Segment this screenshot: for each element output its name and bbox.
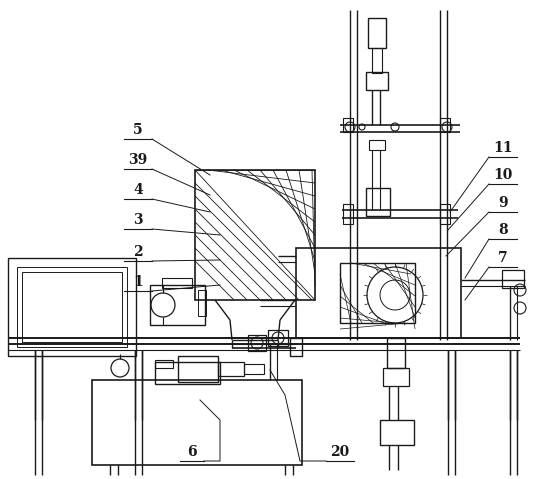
Bar xyxy=(155,360,173,368)
Text: 1: 1 xyxy=(133,275,143,289)
Bar xyxy=(244,364,264,374)
Bar xyxy=(268,330,288,346)
Text: 3: 3 xyxy=(133,213,143,227)
Bar xyxy=(195,170,315,300)
Bar xyxy=(22,272,122,342)
Text: 4: 4 xyxy=(133,183,143,197)
Bar xyxy=(92,380,302,465)
Text: 5: 5 xyxy=(133,123,143,137)
Bar xyxy=(198,290,206,316)
Bar xyxy=(369,140,385,150)
Bar xyxy=(343,118,353,132)
Bar xyxy=(366,188,390,216)
Bar xyxy=(366,72,388,90)
Text: 6: 6 xyxy=(187,445,197,459)
Bar xyxy=(178,356,218,382)
Text: 39: 39 xyxy=(128,153,147,167)
Text: 8: 8 xyxy=(498,223,508,237)
Text: 7: 7 xyxy=(498,251,508,265)
Bar xyxy=(383,368,409,386)
Bar xyxy=(218,362,244,376)
Bar xyxy=(380,420,414,445)
Bar xyxy=(340,263,415,323)
Text: 10: 10 xyxy=(493,168,513,182)
Bar xyxy=(343,204,353,224)
Bar xyxy=(440,204,450,224)
Text: 20: 20 xyxy=(331,445,350,459)
Bar xyxy=(296,248,461,338)
Bar xyxy=(372,48,382,73)
Text: 9: 9 xyxy=(498,196,508,210)
Bar xyxy=(440,118,450,132)
Bar xyxy=(387,338,405,368)
Bar xyxy=(248,335,266,351)
Bar xyxy=(150,285,205,325)
Bar xyxy=(290,338,302,356)
Bar xyxy=(502,270,524,288)
Bar xyxy=(155,362,220,384)
Text: 2: 2 xyxy=(133,245,143,259)
Text: 11: 11 xyxy=(493,141,513,155)
Bar xyxy=(8,258,136,356)
Bar xyxy=(368,18,386,48)
Bar xyxy=(17,267,127,347)
Bar xyxy=(162,278,192,288)
